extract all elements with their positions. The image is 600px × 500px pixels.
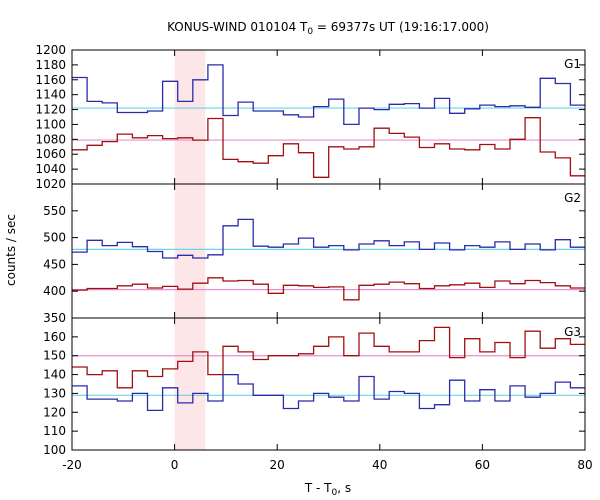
plot-area: 1020104010601080110011201140116011801200… bbox=[35, 43, 592, 472]
g1-y-tick-label: 1040 bbox=[35, 162, 66, 176]
chart-title: KONUS-WIND 010104 T0 = 69377s UT (19:16:… bbox=[167, 20, 489, 37]
g2-blue-series-line bbox=[72, 218, 585, 259]
g2-y-tick-label: 350 bbox=[43, 311, 66, 325]
g2-y-tick-label: 400 bbox=[43, 284, 66, 298]
g2-panel-label: G2 bbox=[564, 191, 581, 205]
g3-y-tick-label: 120 bbox=[43, 405, 66, 419]
g2-y-tick-label: 550 bbox=[43, 204, 66, 218]
x-axis-label-rest: , s bbox=[337, 481, 351, 495]
g3-y-tick-label: 100 bbox=[43, 443, 66, 457]
g3-y-tick-label: 150 bbox=[43, 349, 66, 363]
panel-g3: 100 110 120 130 140 150 160 G3 bbox=[43, 317, 586, 457]
x-tick-label: -20 bbox=[62, 458, 82, 472]
g3-frame bbox=[71, 317, 586, 451]
g3-y-tick-label: 110 bbox=[43, 424, 66, 438]
x-tick-label: 40 bbox=[372, 458, 387, 472]
g2-y-tick-label: 500 bbox=[43, 231, 66, 245]
x-tick-label: 0 bbox=[171, 458, 179, 472]
g3-y-tick-label: 140 bbox=[43, 368, 66, 382]
g1-y-tick-label: 1180 bbox=[35, 58, 66, 72]
g3-panel-label: G3 bbox=[564, 325, 581, 339]
g1-red-series-line bbox=[72, 117, 585, 178]
y-axis-label: counts / sec bbox=[4, 214, 18, 286]
x-tick-label: 60 bbox=[475, 458, 490, 472]
chart-title-main: KONUS-WIND 010104 T bbox=[167, 20, 308, 34]
chart-title-rest: = 69377s UT (19:16:17.000) bbox=[313, 20, 489, 34]
x-axis-label: T - T0, s bbox=[304, 481, 351, 498]
x-axis-label-main: T - T bbox=[304, 481, 332, 495]
chart-title-subscript: 0 bbox=[307, 27, 313, 37]
g1-y-tick-label: 1100 bbox=[35, 117, 66, 131]
g1-y-tick-label: 1200 bbox=[35, 43, 66, 57]
g1-blue-series-line bbox=[72, 64, 585, 126]
g1-y-tick-label: 1160 bbox=[35, 73, 66, 87]
g1-y-tick-label: 1020 bbox=[35, 177, 66, 191]
g3-y-tick-label: 130 bbox=[43, 386, 66, 400]
x-axis-label-subscript: 0 bbox=[332, 488, 338, 498]
g3-blue-series-line bbox=[72, 373, 585, 412]
g2-red-series-line bbox=[72, 277, 585, 301]
g1-panel-label: G1 bbox=[564, 57, 581, 71]
highlight-band bbox=[174, 50, 206, 450]
panel-g1: 1020104010601080110011201140116011801200… bbox=[35, 43, 586, 191]
x-tick-label: 20 bbox=[270, 458, 285, 472]
g1-y-tick-label: 1080 bbox=[35, 132, 66, 146]
g1-y-tick-label: 1060 bbox=[35, 147, 66, 161]
g3-red-series-line bbox=[72, 326, 585, 389]
g2-y-tick-label: 450 bbox=[43, 257, 66, 271]
g1-y-tick-label: 1140 bbox=[35, 88, 66, 102]
panel-g2: 350 400 450 500 550 G2 bbox=[43, 183, 586, 325]
g1-y-tick-label: 1120 bbox=[35, 103, 66, 117]
g3-y-tick-label: 160 bbox=[43, 330, 66, 344]
x-tick-label: 80 bbox=[577, 458, 592, 472]
